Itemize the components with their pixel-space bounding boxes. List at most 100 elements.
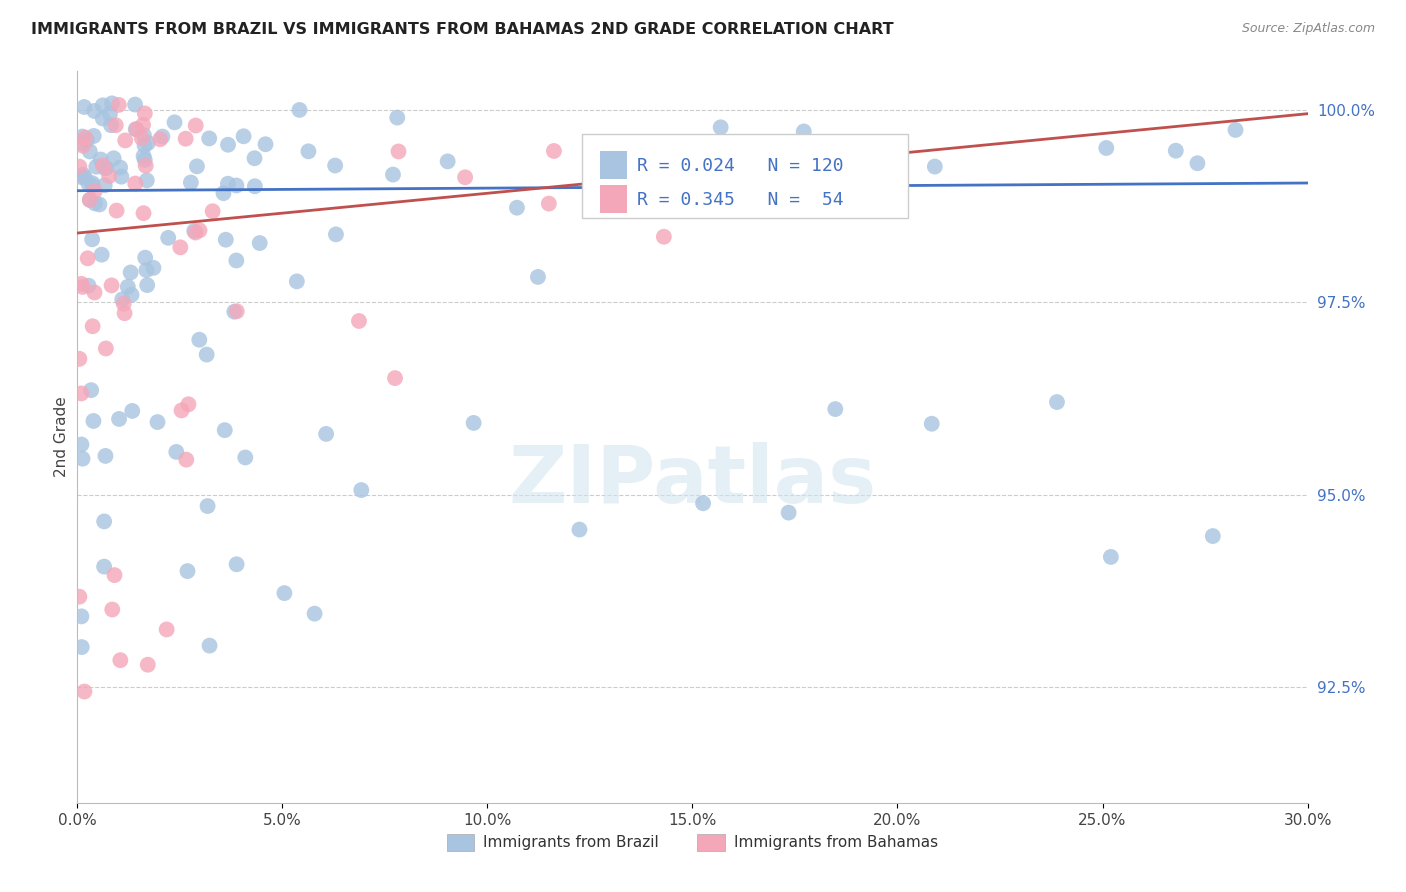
Point	[67, 590, 90, 604]
Point	[83, 285, 105, 300]
Point	[134, 138, 156, 153]
Point	[924, 160, 946, 174]
Point	[104, 118, 127, 132]
Point	[114, 306, 136, 320]
Point	[186, 159, 208, 173]
Point	[83, 128, 105, 143]
Point	[72, 168, 94, 182]
Point	[176, 452, 198, 467]
Point	[111, 293, 134, 307]
Point	[170, 403, 193, 417]
Point	[180, 176, 202, 190]
Point	[70, 640, 93, 654]
Point	[72, 451, 94, 466]
Point	[82, 178, 104, 193]
Point	[169, 240, 191, 254]
Point	[98, 169, 121, 183]
Point	[146, 415, 169, 429]
Point	[108, 412, 131, 426]
Point	[527, 269, 550, 284]
Point	[73, 100, 96, 114]
Point	[76, 133, 98, 147]
Point	[201, 204, 224, 219]
Point	[76, 252, 98, 266]
Legend: Immigrants from Brazil, Immigrants from Bahamas: Immigrants from Brazil, Immigrants from …	[440, 828, 945, 857]
Point	[136, 278, 159, 293]
Point	[188, 333, 211, 347]
Point	[124, 97, 146, 112]
Point	[70, 386, 93, 401]
Point	[135, 173, 157, 187]
Text: R = 0.024   N = 120: R = 0.024 N = 120	[637, 157, 844, 176]
Point	[214, 423, 236, 437]
Point	[243, 179, 266, 194]
Point	[1187, 156, 1209, 170]
Point	[1046, 395, 1069, 409]
Point	[70, 277, 93, 291]
Point	[75, 130, 97, 145]
Text: Source: ZipAtlas.com: Source: ZipAtlas.com	[1241, 22, 1375, 36]
Point	[77, 278, 100, 293]
Bar	[600, 151, 627, 179]
Point	[70, 437, 93, 451]
Point	[77, 177, 100, 191]
Point	[121, 288, 143, 302]
Point	[288, 103, 311, 117]
Point	[90, 248, 112, 262]
Point	[225, 178, 247, 193]
Point	[177, 397, 200, 411]
Point	[125, 122, 148, 136]
Point	[217, 137, 239, 152]
Point	[315, 426, 337, 441]
Point	[94, 449, 117, 463]
Point	[131, 131, 153, 145]
Point	[387, 145, 409, 159]
Point	[135, 159, 157, 173]
Point	[1099, 549, 1122, 564]
Point	[101, 602, 124, 616]
Point	[652, 229, 675, 244]
Point	[82, 414, 104, 428]
Point	[347, 314, 370, 328]
Point	[117, 280, 139, 294]
Point	[215, 233, 238, 247]
Point	[807, 155, 830, 169]
Point	[350, 483, 373, 497]
Point	[82, 176, 104, 190]
Point	[1164, 144, 1187, 158]
Point	[824, 402, 846, 417]
Point	[84, 160, 107, 174]
Point	[121, 404, 143, 418]
Point	[79, 193, 101, 207]
Point	[91, 98, 114, 112]
Point	[124, 177, 146, 191]
Point	[382, 168, 405, 182]
Text: ZIPatlas: ZIPatlas	[509, 442, 876, 520]
Point	[108, 161, 131, 175]
Point	[506, 201, 529, 215]
Point	[73, 684, 96, 698]
Point	[114, 133, 136, 147]
Point	[176, 564, 198, 578]
Point	[297, 145, 319, 159]
Point	[225, 304, 247, 318]
Point	[125, 122, 148, 136]
Text: IMMIGRANTS FROM BRAZIL VS IMMIGRANTS FROM BAHAMAS 2ND GRADE CORRELATION CHART: IMMIGRANTS FROM BRAZIL VS IMMIGRANTS FRO…	[31, 22, 894, 37]
Point	[103, 568, 125, 582]
Point	[436, 154, 458, 169]
Point	[70, 170, 93, 185]
Point	[82, 319, 104, 334]
Point	[243, 151, 266, 165]
Point	[463, 416, 485, 430]
Point	[184, 226, 207, 240]
Point	[254, 137, 277, 152]
Point	[233, 450, 256, 465]
Point	[157, 231, 180, 245]
Point	[325, 227, 347, 242]
Point	[217, 177, 239, 191]
Point	[593, 183, 616, 197]
Point	[110, 169, 132, 184]
Point	[543, 144, 565, 158]
Point	[82, 232, 104, 246]
Y-axis label: 2nd Grade: 2nd Grade	[53, 397, 69, 477]
